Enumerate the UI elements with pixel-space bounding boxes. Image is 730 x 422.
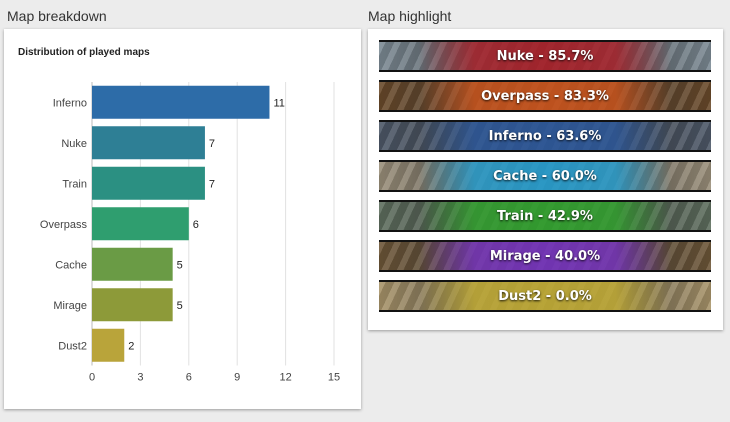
map-highlight-panel: Nuke - 85.7% Overpass - 83.3% Inferno - 63… [368,29,723,330]
map-highlight-row[interactable]: Dust2 - 0.0% [379,280,711,312]
x-tick-label: 3 [137,372,143,384]
map-highlight-label: Overpass - 83.3% [481,88,609,104]
value-label: 5 [177,259,183,271]
bar-train[interactable] [92,166,205,200]
bar-cache[interactable] [92,247,173,281]
value-label: 2 [128,340,134,352]
x-tick-label: 9 [234,372,240,384]
map-highlight-row[interactable]: Overpass - 83.3% [379,80,711,112]
value-label: 6 [193,219,199,231]
map-highlight-row[interactable]: Mirage - 40.0% [379,240,711,272]
value-label: 5 [177,300,183,312]
category-label: Inferno [53,97,87,109]
map-highlight-row[interactable]: Nuke - 85.7% [379,40,711,72]
map-breakdown-panel: Distribution of played maps 0 3 6 9 12 15 Infe… [4,29,361,409]
map-color-band [419,202,671,230]
x-tick-label: 0 [89,372,95,384]
map-breakdown-title: Map breakdown [7,8,107,24]
x-tick-label: 6 [186,372,192,384]
map-highlight-label: Nuke - 85.7% [496,48,594,64]
map-color-band [419,82,671,110]
category-label: Nuke [61,138,87,150]
bar-overpass[interactable] [92,207,189,241]
category-label: Mirage [53,300,87,312]
map-highlight-label: Dust2 - 0.0% [498,288,592,304]
map-highlight-row[interactable]: Inferno - 63.6% [379,120,711,152]
bar-nuke[interactable] [92,126,205,160]
x-tick-label: 12 [279,372,291,384]
bar-dust2[interactable] [92,328,125,362]
map-highlight-title: Map highlight [368,8,452,24]
category-label: Train [62,178,87,190]
map-highlight-label: Train - 42.9% [497,208,593,224]
category-label: Cache [55,259,87,271]
map-color-band [419,42,671,70]
x-tick-label: 15 [328,372,340,384]
map-highlight-label: Inferno - 63.6% [488,128,602,144]
map-highlight-label: Cache - 60.0% [493,168,597,184]
map-color-band [419,242,671,270]
value-label: 11 [273,97,284,109]
map-color-band [419,122,671,150]
bar-mirage[interactable] [92,288,173,322]
map-highlight-row[interactable]: Train - 42.9% [379,200,711,232]
map-color-band [419,282,671,310]
value-label: 7 [209,138,215,150]
category-label: Overpass [40,219,88,231]
map-highlight-label: Mirage - 40.0% [489,248,601,264]
played-maps-chart: Distribution of played maps 0 3 6 9 12 15 Infe… [18,47,340,384]
map-color-band [419,162,671,190]
value-label: 7 [209,178,215,190]
chart-title: Distribution of played maps [18,47,150,58]
bar-inferno[interactable] [92,85,270,119]
category-label: Dust2 [58,340,87,352]
map-highlight-row[interactable]: Cache - 60.0% [379,160,711,192]
